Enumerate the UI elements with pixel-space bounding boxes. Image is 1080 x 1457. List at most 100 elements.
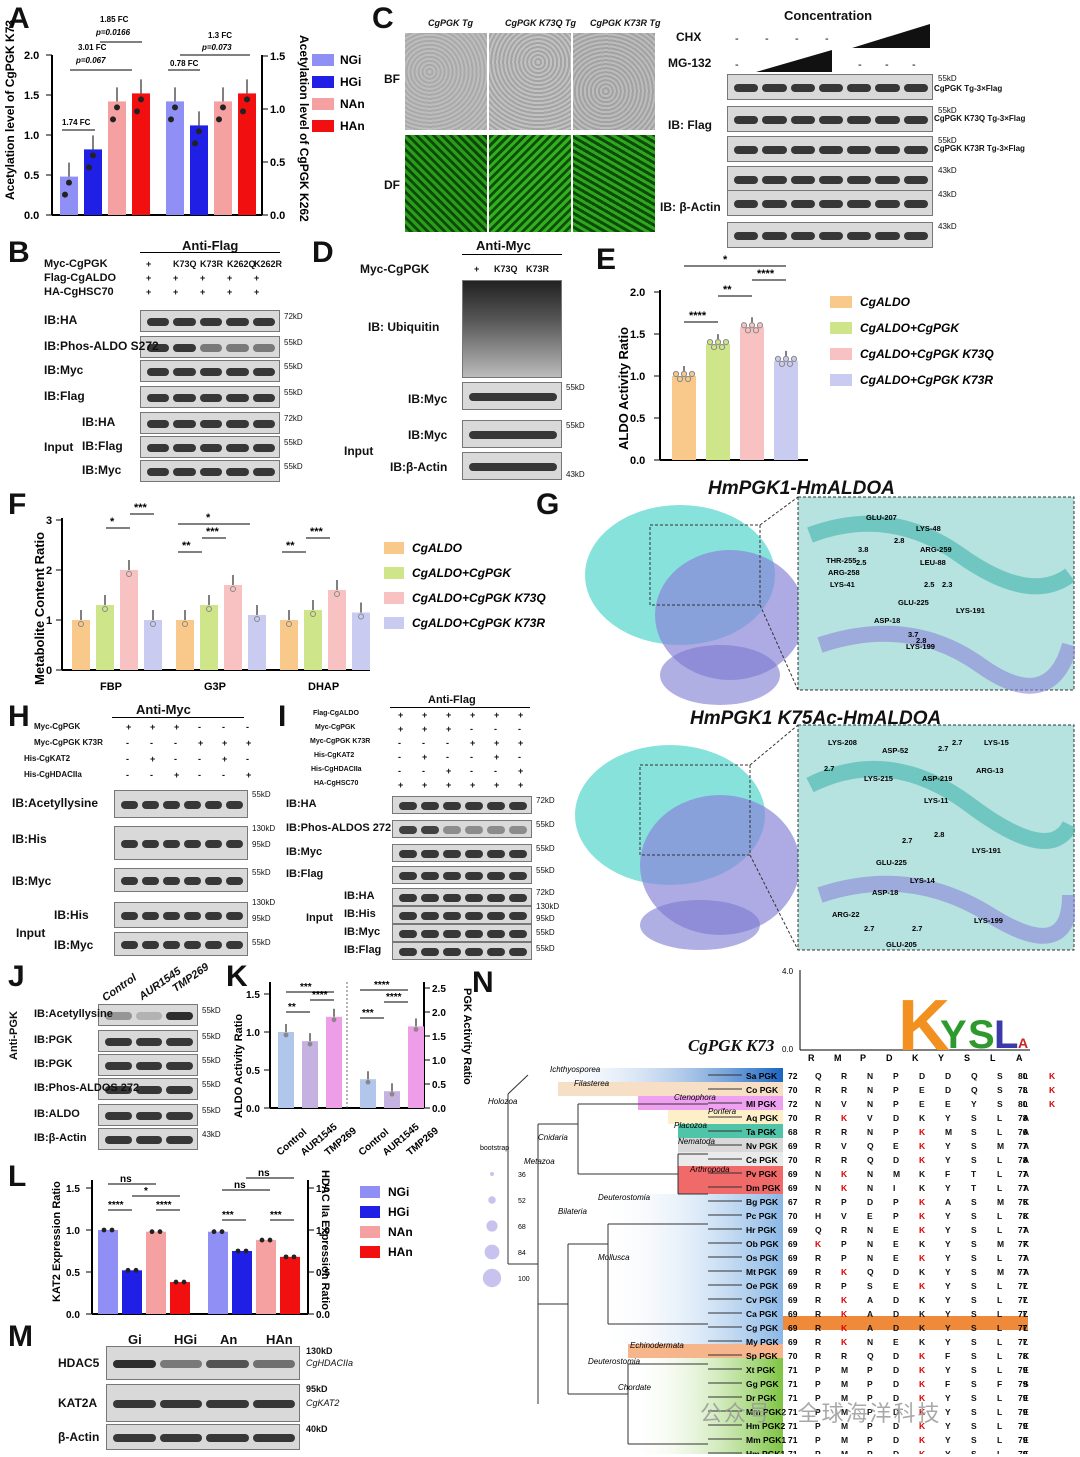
n-residue: E <box>945 1099 951 1109</box>
blot-band <box>903 84 928 92</box>
blot-band <box>443 802 461 810</box>
g-residue: GLU-225 <box>898 598 929 607</box>
n-residue: S <box>971 1449 977 1454</box>
blot-band <box>121 840 138 848</box>
blot-band <box>199 394 223 402</box>
h-row-sign: - <box>150 770 153 780</box>
c-mg: MG-132 <box>668 56 712 70</box>
n-residue: K <box>919 1113 926 1123</box>
c-blot <box>727 74 933 100</box>
h-blot <box>114 932 248 956</box>
d-col-3: K73R <box>526 264 550 274</box>
blot-band <box>875 84 900 92</box>
n-logo-k: K <box>898 986 950 1064</box>
i-row-sign: + <box>494 710 500 720</box>
a-fc3: 1.85 FC <box>100 15 129 24</box>
b-row-sign: + <box>200 287 206 297</box>
blot-band <box>166 1012 193 1020</box>
blot-band <box>903 146 928 154</box>
n-start: 69 <box>788 1337 798 1347</box>
e-dot <box>680 370 688 378</box>
n-residue: N <box>867 1337 873 1347</box>
n-residue: K <box>841 1113 848 1123</box>
g-residue: LYS-11 <box>924 796 948 805</box>
n-residue: Q <box>815 1225 822 1235</box>
n-residue: R <box>815 1197 821 1207</box>
n-residue: R <box>841 1155 847 1165</box>
b-row-sign: + <box>254 273 260 283</box>
n-clade: Filasterea <box>574 1079 610 1088</box>
k-ytick-left: 0.5 <box>246 1066 260 1077</box>
k-ytick-right: 0.0 <box>432 1104 446 1115</box>
n-start: 69 <box>788 1239 798 1249</box>
n-residue: A <box>1023 1127 1029 1137</box>
blot-band <box>147 468 170 476</box>
f-dot <box>310 611 316 617</box>
blot-band <box>421 894 439 902</box>
svg-text:-: - <box>858 59 862 71</box>
blot-band <box>443 894 461 902</box>
blot-band <box>734 146 759 154</box>
i-row-sign: + <box>422 752 428 762</box>
e-ytick: 1.5 <box>630 329 645 341</box>
n-taxon: Ca PGK <box>746 1309 779 1319</box>
blot-band <box>443 872 461 880</box>
blot-band <box>509 948 527 956</box>
n-end: 80 <box>1018 1099 1028 1109</box>
b-ib-label: IB:Flag <box>82 439 123 453</box>
b-blot <box>140 436 280 458</box>
n-start: 69 <box>788 1281 798 1291</box>
n-taxon: Bg PGK <box>746 1197 779 1207</box>
j-ib-label: IB:Phos-ALDOS 272 <box>34 1082 140 1094</box>
f-sig: *** <box>134 502 148 514</box>
i-row-sign: - <box>398 752 401 762</box>
n-residue: N <box>867 1127 873 1137</box>
f-sig: * <box>110 516 115 528</box>
m-row-label: β-Actin <box>58 1430 100 1444</box>
l-ylabel-right: HDAC IIa Expression Ratio <box>319 1170 331 1310</box>
n-taxon: Os PGK <box>746 1253 779 1263</box>
panel-k-chart: ALDO Activity Ratio PGK Activity Ratio 0… <box>233 980 473 1158</box>
blot-band <box>163 941 180 949</box>
a-dot <box>168 116 174 123</box>
a-fc1: 1.74 FC <box>62 118 91 127</box>
l-sig: ns <box>258 1168 270 1179</box>
n-residue: D <box>867 1197 873 1207</box>
blot-band <box>818 146 844 154</box>
n-residue: F <box>945 1351 950 1361</box>
n-clade: Cnidaria <box>538 1133 568 1142</box>
n-logo-col: Y <box>938 1053 944 1063</box>
n-end: 78 <box>1018 1085 1028 1095</box>
n-residue: P <box>893 1127 899 1137</box>
n-residue: Y <box>945 1155 951 1165</box>
n-residue: V <box>841 1211 847 1221</box>
h-blot <box>114 790 248 818</box>
blot-band <box>790 116 815 124</box>
i-row-sign: - <box>518 752 521 762</box>
n-start: 70 <box>788 1085 798 1095</box>
blot-band <box>147 318 170 326</box>
n-start: 71 <box>788 1365 798 1375</box>
n-residue: M <box>945 1127 952 1137</box>
g-title-1: HmPGK1-HmALDOA <box>708 478 895 499</box>
n-logo-l: L <box>994 1013 1018 1057</box>
g-distance: 2.7 <box>912 924 922 933</box>
a-fc4: 0.78 FC <box>170 59 199 68</box>
c-mw: 55kD <box>938 74 957 83</box>
blot-band <box>421 930 439 938</box>
blot-band <box>135 1062 163 1070</box>
i-row-sign: + <box>518 766 524 776</box>
b-row-sign: + <box>173 273 179 283</box>
e-sig: * <box>723 254 728 266</box>
i-row-sign: - <box>470 724 473 734</box>
blot-band <box>399 826 417 834</box>
j-mw: 43kD <box>202 1130 221 1139</box>
g-residue: LYS-191 <box>972 846 1001 855</box>
l-dot <box>291 1254 297 1260</box>
n-residue: K <box>841 1309 848 1319</box>
n-residue: A <box>1023 1183 1029 1193</box>
a-legend-label: HGi <box>340 75 361 89</box>
blot-band <box>173 420 196 428</box>
blot-band <box>199 420 223 428</box>
